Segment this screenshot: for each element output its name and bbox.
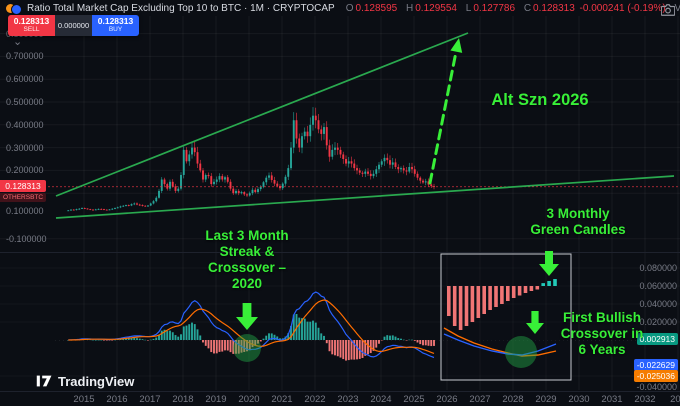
price-scale-label: 0.700000	[6, 51, 44, 62]
open-label: O	[345, 3, 354, 14]
time-axis-label: 203	[670, 394, 680, 405]
time-axis-label: 2017	[139, 394, 161, 405]
price-scale-label: 0.600000	[6, 74, 44, 85]
symbol-icon	[6, 3, 22, 15]
candlestick-series	[0, 107, 680, 212]
time-axis-label: 2024	[370, 394, 392, 405]
current-price-badge: 0.128313	[0, 180, 46, 192]
annotation-bullish-crossover[interactable]: First Bullish Crossover in 6 Years	[548, 310, 656, 358]
tradingview-logo-text: TradingView	[58, 373, 135, 389]
annotation-line: Streak &	[219, 243, 275, 259]
annotation-line: 3 Monthly	[546, 206, 610, 221]
time-axis-label: 2026	[436, 394, 458, 405]
tradingview-logo[interactable]: TradingView	[36, 373, 134, 389]
macd-lines	[68, 291, 435, 359]
buy-price: 0.128313	[97, 16, 134, 26]
time-axis-label: 2016	[106, 394, 128, 405]
annotation-line: 2020	[231, 275, 263, 291]
time-axis-label: 2018	[172, 394, 194, 405]
time-axis-label: 2025	[403, 394, 425, 405]
time-axis-label: 2028	[502, 394, 524, 405]
buy-button[interactable]: 0.128313 BUY	[92, 15, 139, 36]
ohlc-values: O 0.128595 H 0.129554 L 0.127786 C 0.128313 …	[340, 3, 680, 14]
low-label: L	[465, 3, 472, 14]
annotation-line: Crossover in	[560, 325, 644, 341]
annotation-line: Green Candles	[530, 221, 626, 237]
annotation-green-candles[interactable]: 3 Monthly Green Candles	[506, 206, 650, 238]
price-scale-label: 0.300000	[6, 142, 44, 153]
high-value: 0.129554	[415, 3, 457, 14]
tradingview-mark-icon	[36, 375, 52, 387]
time-axis-label: 2023	[337, 394, 359, 405]
inset-zoom-box	[440, 253, 572, 381]
annotation-line: Crossover –	[207, 259, 287, 275]
time-axis-label: 2029	[535, 394, 557, 405]
low-value: 0.127786	[473, 3, 516, 14]
sell-button[interactable]: 0.128313 SELL	[8, 15, 55, 36]
time-axis-label: 2022	[304, 394, 326, 405]
price-scale-label: 0.400000	[6, 119, 44, 130]
spread-value: 0.000000	[55, 15, 92, 36]
macd-value-badge: -0.022629	[633, 359, 678, 371]
time-axis-label: 2032	[634, 394, 656, 405]
indicator-scale-label: -0.040000	[636, 382, 677, 392]
buy-label: BUY	[108, 26, 123, 33]
time-axis-label: 2030	[568, 394, 590, 405]
price-scale-label: 0.200000	[6, 165, 44, 176]
annotation-line: 6 Years	[578, 341, 626, 357]
sell-label: SELL	[23, 26, 40, 33]
time-axis-label: 2020	[238, 394, 260, 405]
annotation-line: Last 3 Month	[205, 228, 289, 243]
volume-label: Vol	[674, 3, 680, 14]
time-axis-label: 2021	[271, 394, 293, 405]
time-axis-label: 2031	[601, 394, 623, 405]
change-value: -0.000241 (-0.19%)	[579, 3, 666, 14]
indicator-scale-label: 0.080000	[639, 263, 677, 273]
time-axis-label: 2027	[469, 394, 491, 405]
indicator-scale-label: 0.040000	[639, 299, 677, 309]
annotation-crossover-2020[interactable]: Last 3 Month Streak & Crossover – 2020	[180, 228, 314, 292]
high-label: H	[406, 3, 414, 14]
annotation-alt-szn-2026[interactable]: Alt Szn 2026	[491, 91, 589, 109]
macd-histogram	[67, 314, 435, 361]
histogram-value-badge: 0.002913	[636, 333, 678, 345]
close-label: C	[523, 3, 532, 14]
price-scale-label: -0.100000	[6, 233, 47, 244]
price-scale-label: 0.500000	[6, 97, 44, 107]
chart-legend: Ratio Total Market Cap Excluding Top 10 …	[6, 2, 680, 15]
symbol-title[interactable]: Ratio Total Market Cap Excluding Top 10 …	[27, 3, 335, 14]
chart-drawings[interactable]	[55, 32, 675, 368]
time-axis-label: 2019	[205, 394, 227, 405]
chevron-down-icon[interactable]: ⌄	[13, 36, 23, 48]
time-axis-label: 2015	[73, 394, 95, 405]
grid-lines	[0, 16, 680, 392]
snapshot-camera-icon[interactable]	[660, 3, 676, 21]
symbol-tag: OTHERSBTC	[0, 193, 47, 202]
price-scale-label: 0.100000	[6, 206, 44, 216]
close-value: 0.128313	[533, 3, 575, 14]
buy-sell-widget: 0.128313 SELL 0.000000 0.128313 BUY	[8, 15, 139, 36]
annotation-line: First Bullish	[562, 310, 641, 325]
open-value: 0.128595	[355, 3, 398, 14]
indicator-scale-label: 0.060000	[639, 281, 677, 291]
signal-value-badge: -0.025036	[633, 370, 678, 382]
sell-price: 0.128313	[13, 16, 50, 26]
indicator-scale-label: 0.020000	[639, 317, 677, 327]
